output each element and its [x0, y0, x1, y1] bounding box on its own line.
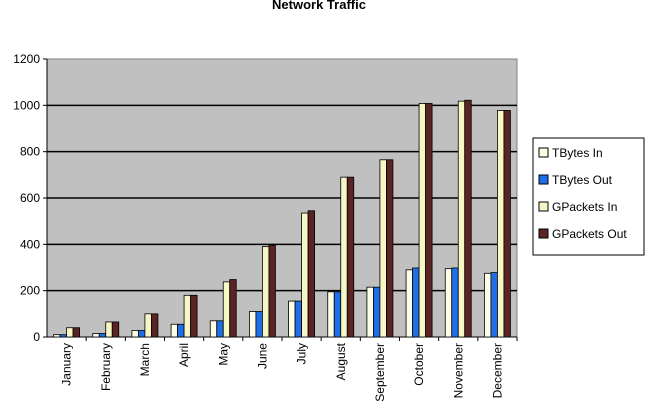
bar-tbytes-out-april — [177, 323, 185, 338]
bar-gpackets-out-december — [503, 110, 511, 338]
bar-gpackets-out-october — [425, 103, 433, 338]
bar-tbytes-in-june — [249, 311, 257, 338]
bar-gpackets-out-january — [72, 327, 80, 338]
y-tick-label: 1200 — [13, 52, 40, 66]
y-tick-label: 400 — [20, 237, 40, 251]
bar-tbytes-in-july — [288, 300, 296, 338]
bar-tbytes-in-march — [131, 330, 139, 338]
y-tick-label: 800 — [20, 145, 40, 159]
bar-gpackets-out-july — [307, 210, 315, 338]
bar-gpackets-out-august — [346, 176, 355, 338]
bar-gpackets-in-october — [418, 103, 426, 338]
legend-entry: GPackets Out — [552, 227, 627, 241]
x-tick-label: January — [60, 343, 74, 386]
bar-tbytes-out-october — [412, 267, 420, 338]
y-tick-label: 1000 — [13, 98, 40, 112]
y-tick-label: 0 — [33, 330, 40, 344]
x-tick-label: May — [216, 343, 230, 366]
chart-title: Network Traffic — [272, 0, 366, 12]
x-tick-label: August — [334, 342, 348, 380]
x-tick-label: April — [177, 343, 191, 367]
legend-entry: TBytes In — [552, 146, 603, 160]
legend-swatch — [538, 228, 549, 239]
bar-tbytes-in-may — [209, 320, 218, 338]
bar-gpackets-out-february — [111, 321, 120, 338]
bar-tbytes-out-august — [333, 291, 342, 338]
bar-gpackets-in-november — [457, 100, 466, 338]
plot-area: 0 200 400 600 800 1000 1200 January February Marc… — [13, 52, 518, 402]
bar-tbytes-out-december — [490, 272, 498, 338]
bar-tbytes-out-september — [373, 286, 381, 338]
legend-box — [532, 137, 645, 256]
bar-tbytes-out-may — [216, 320, 224, 338]
bar-tbytes-in-january — [53, 334, 61, 338]
bar-gpackets-in-march — [144, 313, 152, 338]
bar-tbytes-out-june — [255, 311, 263, 338]
bar-tbytes-out-february — [98, 333, 107, 338]
bar-tbytes-in-april — [170, 323, 178, 338]
bar-tbytes-out-march — [138, 330, 146, 338]
bar-gpackets-in-september — [379, 159, 387, 338]
bar-tbytes-in-february — [92, 333, 100, 338]
bar-gpackets-in-april — [183, 294, 191, 338]
bar-tbytes-out-july — [294, 300, 302, 338]
bar-gpackets-in-july — [301, 212, 309, 338]
x-tick-label: September — [373, 343, 387, 402]
bar-gpackets-out-november — [464, 99, 472, 338]
legend-swatch — [538, 147, 549, 158]
y-tick-label: 200 — [20, 284, 40, 298]
bar-tbytes-in-august — [327, 291, 335, 338]
bar-gpackets-in-august — [340, 176, 348, 338]
bar-gpackets-out-april — [190, 294, 198, 338]
x-tick-label: December — [490, 343, 504, 398]
bar-gpackets-in-january — [66, 327, 74, 338]
bar-gpackets-in-june — [262, 246, 270, 338]
y-tick-label: 600 — [20, 191, 40, 205]
bar-gpackets-out-march — [151, 313, 159, 338]
legend-swatch — [538, 174, 549, 185]
bar-gpackets-in-december — [497, 110, 505, 338]
bar-gpackets-out-may — [229, 279, 237, 338]
legend: TBytes In TBytes Out GPackets In GPackets O… — [532, 137, 645, 256]
bar-gpackets-in-february — [105, 321, 113, 338]
bar-tbytes-in-december — [484, 272, 492, 338]
bar-gpackets-out-june — [268, 245, 276, 338]
bar-tbytes-out-january — [59, 334, 67, 338]
bar-tbytes-in-november — [444, 268, 453, 338]
bar-gpackets-out-september — [386, 159, 394, 338]
x-tick-label: July — [295, 343, 309, 364]
legend-swatch — [538, 201, 549, 212]
x-tick-label: October — [412, 343, 426, 386]
bar-tbytes-in-september — [366, 286, 374, 338]
legend-entry: GPackets In — [552, 200, 617, 214]
x-tick-label: February — [99, 343, 113, 391]
bar-tbytes-out-november — [451, 267, 459, 338]
x-tick-label: March — [138, 343, 152, 376]
x-tick-label: November — [451, 343, 465, 398]
bar-gpackets-in-may — [222, 281, 231, 338]
x-tick-label: June — [255, 343, 269, 369]
bar-tbytes-in-october — [405, 269, 413, 338]
legend-entry: TBytes Out — [552, 173, 613, 187]
